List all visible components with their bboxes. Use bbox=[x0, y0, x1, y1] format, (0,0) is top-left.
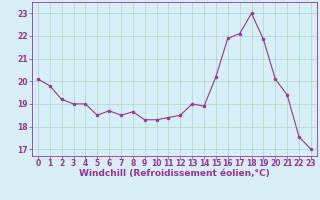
X-axis label: Windchill (Refroidissement éolien,°C): Windchill (Refroidissement éolien,°C) bbox=[79, 169, 270, 178]
